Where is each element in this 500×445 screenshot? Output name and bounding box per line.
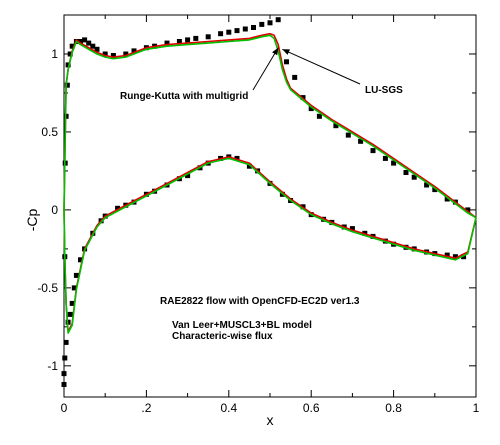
experiment-point (345, 132, 351, 138)
y-axis-label: -Cp (24, 209, 40, 232)
experiment-point (73, 272, 79, 278)
experiment-point (316, 113, 322, 119)
experiment-point (424, 182, 430, 188)
experiment-point (432, 187, 438, 193)
experiment-point (246, 163, 252, 169)
experiment-point (131, 48, 137, 54)
experiment-point (67, 311, 73, 317)
lu-sgs-arrow (282, 48, 361, 85)
experiment-point (185, 173, 191, 179)
experiment-point (193, 35, 199, 41)
experiment-point (78, 39, 83, 44)
experiment-point (444, 196, 450, 202)
experiment-point (64, 82, 70, 88)
experiment-point (391, 160, 397, 166)
experiment-point (411, 174, 417, 180)
annotations: Runge-Kutta with multigrid LU-SGS RAE282… (120, 47, 403, 342)
experiment-point (115, 205, 121, 211)
x-tick-label: 0.4 (220, 401, 237, 415)
experiment-point (284, 59, 289, 65)
experiment-point (292, 74, 298, 80)
experiment-point (90, 43, 96, 49)
experiment-point (185, 37, 191, 43)
experiment-point (176, 39, 182, 44)
x-tick-label: 0 (61, 401, 68, 415)
runge-kutta-arrowhead (272, 47, 279, 56)
x-tick-labels: 0 .2 0.4 0.6 0.8 1 (61, 401, 480, 415)
experiment-point (461, 254, 467, 260)
runge-kutta-upper-line (63, 32, 477, 219)
y-tick-labels: -1 -0.5 0 0.5 1 (37, 47, 58, 373)
annotation-runge-kutta: Runge-Kutta with multigrid (120, 91, 248, 102)
experiment-point (69, 43, 75, 49)
experiment-point (308, 106, 314, 112)
y-tick-label: 0 (51, 203, 58, 217)
annotation-flux: Characteric-wise flux (172, 331, 273, 342)
experiment-point (65, 62, 71, 68)
experiment-point (71, 285, 77, 291)
experiment-point (164, 40, 170, 46)
experiment-point (382, 155, 388, 161)
experiment-point (370, 148, 376, 154)
experiment-point (234, 28, 240, 34)
experiment-point (110, 53, 116, 58)
axis-ticks (63, 14, 477, 397)
experiment-point (86, 40, 92, 46)
x-tick-label: .2 (141, 401, 151, 415)
y-tick-label: -0.5 (37, 281, 58, 295)
lu-sgs-arrowhead (282, 49, 290, 55)
experiment-point (465, 207, 471, 213)
experiment-point (358, 138, 364, 144)
experiment-point (62, 355, 68, 361)
experiment-point (61, 371, 67, 377)
experiment-point (267, 20, 273, 26)
x-tick-label: 1 (473, 401, 480, 415)
experiment-point (94, 46, 100, 52)
y-tick-label: 1 (51, 47, 58, 61)
experiment-point (226, 29, 232, 35)
lu-sgs-upper-line (63, 34, 477, 219)
experiment-point (403, 170, 409, 175)
experiment-point (67, 51, 73, 57)
experiment-point (82, 37, 88, 43)
experiment-point (78, 257, 83, 263)
lu-sgs-lower-line (63, 157, 477, 334)
y-tick-label: 0.5 (41, 125, 58, 139)
experiment-point (444, 252, 450, 258)
x-tick-label: 0.6 (303, 401, 320, 415)
experiment-point (333, 123, 339, 129)
x-axis-label: x (267, 412, 274, 428)
experiment-point (349, 226, 355, 232)
experiment-point (205, 34, 211, 40)
annotation-flow: RAE2822 flow with OpenCFD-EC2D ver1.3 (160, 296, 360, 307)
experiment-point (259, 21, 265, 27)
experiment-point (452, 254, 458, 260)
experiment-point (275, 17, 281, 23)
y-tick-label: -1 (47, 359, 58, 373)
experiment-point (123, 51, 129, 57)
x-tick-label: 0.8 (385, 401, 402, 415)
lu-sgs-series (63, 34, 477, 334)
experiment-point (61, 382, 67, 387)
experiment-point (69, 300, 75, 306)
experiment-point (218, 31, 224, 37)
experiment-point (251, 25, 256, 30)
experiment-point (102, 51, 108, 57)
annotation-lu-sgs: LU-SGS (365, 85, 403, 96)
runge-kutta-arrow (252, 47, 279, 91)
experiment-point (63, 339, 69, 345)
experiment-point (242, 26, 248, 32)
experiment-point (234, 155, 240, 161)
annotation-scheme: Van Leer+MUSCL3+BL model (172, 320, 312, 331)
